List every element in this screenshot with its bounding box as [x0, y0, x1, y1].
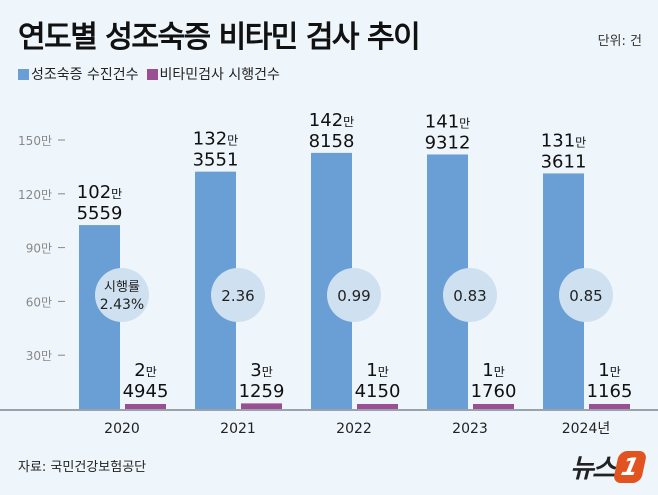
data-label-bottom: 3611: [541, 151, 587, 172]
rate-label: 시행률: [104, 279, 140, 295]
unit-label: 단위: 건: [597, 34, 642, 49]
legend-item-purple: 비타민검사 시행건수: [146, 64, 280, 84]
data-label-bottom: 3551: [193, 150, 239, 171]
data-label-bottom: 1760: [471, 381, 517, 402]
logo-mark: 1: [612, 450, 648, 483]
logo-text: 뉴스: [570, 454, 616, 484]
data-label-bottom: 9312: [425, 132, 471, 153]
legend: 성조숙증 수진건수 비타민검사 시행건수: [18, 64, 280, 84]
data-label-top: 132만: [193, 129, 238, 150]
x-tick-label: 2021: [220, 421, 256, 437]
data-label-top: 141만: [425, 111, 470, 132]
bar-vitamin-tests: [125, 404, 166, 409]
rate-bubble: [443, 268, 497, 322]
y-tick-label: 120만: [18, 188, 52, 202]
data-label-bottom: 8158: [309, 131, 355, 152]
x-tick-label: 2024년: [562, 421, 611, 437]
rate-value: 0.85: [569, 287, 602, 305]
data-label-top: 1만: [482, 360, 505, 381]
data-label-bottom: 4150: [355, 381, 401, 402]
x-tick-label: 2022: [336, 421, 372, 437]
data-label-top: 131만: [541, 130, 586, 151]
rate-bubble: [211, 268, 265, 322]
legend-label: 성조숙증 수진건수: [31, 67, 139, 83]
data-label-top: 102만: [77, 182, 122, 203]
data-label-top: 1만: [366, 360, 389, 381]
data-label-top: 2만: [134, 360, 157, 381]
legend-item-blue: 성조숙증 수진건수: [18, 64, 139, 84]
rate-value: 0.99: [337, 287, 370, 305]
y-tick-label: 60만: [26, 295, 52, 309]
chart-title: 연도별 성조숙증 비타민 검사 추이: [18, 20, 421, 55]
data-label-top: 3만: [250, 360, 273, 381]
data-label-top: 142만: [309, 110, 354, 131]
x-tick-label: 2023: [452, 421, 488, 437]
data-label-bottom: 4945: [123, 381, 169, 402]
y-tick-label: 150만: [18, 134, 52, 148]
x-tick-label: 2020: [104, 421, 140, 437]
bar-vitamin-tests: [241, 403, 282, 409]
bar-vitamin-tests: [589, 404, 630, 409]
data-label-bottom: 1259: [239, 381, 285, 402]
rate-bubble: [95, 268, 149, 322]
data-label-top: 1만: [598, 360, 621, 381]
y-tick-label: 90만: [26, 242, 52, 256]
rate-value: 0.83: [453, 287, 486, 305]
y-tick-label: 30만: [26, 349, 52, 363]
bar-vitamin-tests: [473, 404, 514, 409]
data-label-bottom: 1165: [587, 381, 633, 402]
rate-value: 2.36: [221, 287, 254, 305]
legend-swatch: [146, 69, 158, 80]
rate-value: 2.43%: [100, 297, 144, 313]
data-label-bottom: 5559: [77, 203, 123, 224]
legend-swatch: [18, 69, 29, 80]
bar-vitamin-tests: [357, 404, 398, 409]
news1-logo: 뉴스 1: [570, 448, 648, 485]
source-note: 자료: 국민건강보험공단: [18, 460, 147, 475]
rate-bubble: [559, 268, 613, 322]
rate-bubble: [327, 268, 381, 322]
legend-label: 비타민검사 시행건수: [159, 67, 280, 83]
